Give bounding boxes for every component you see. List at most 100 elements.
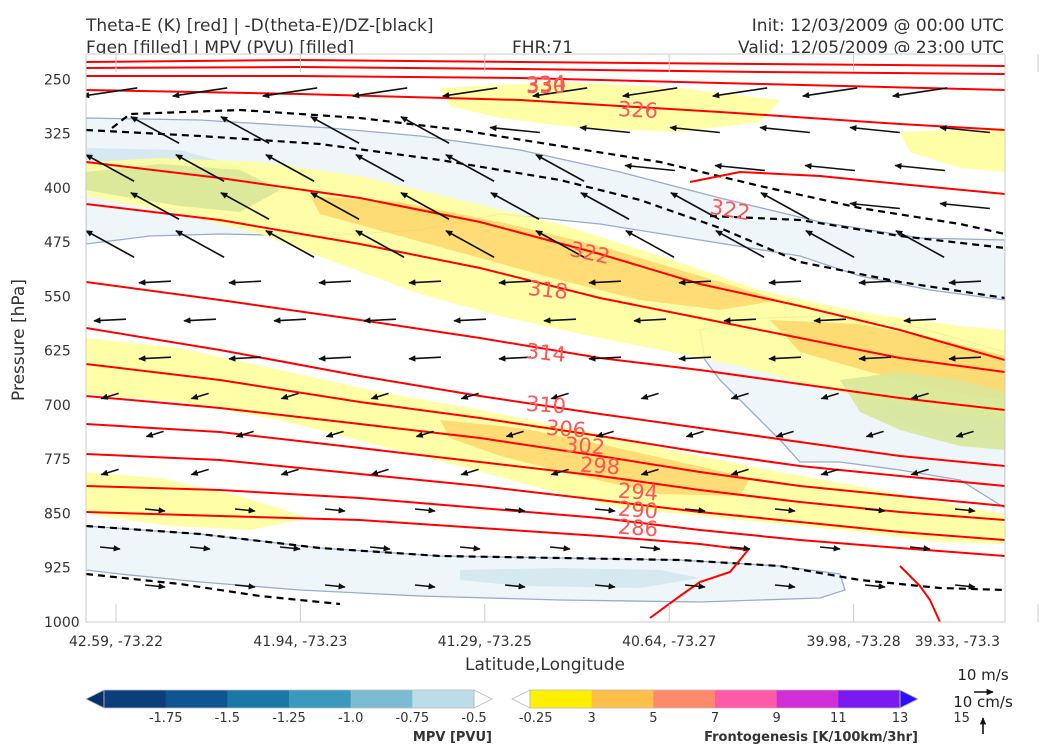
wind-vector	[625, 230, 675, 258]
wind-vector	[813, 317, 847, 324]
fgen-colorbar-tick: 3	[588, 711, 596, 726]
fgen-colorbar-tick: 13	[892, 711, 909, 726]
x-tick-label: 41.29, -73.25	[438, 634, 532, 650]
fgen-yellow-lower-left	[86, 472, 310, 530]
wind-vector	[579, 124, 630, 134]
wind-vector	[909, 545, 931, 552]
wind-vector	[535, 230, 585, 258]
contour-label: 310	[525, 392, 567, 419]
wind-vector	[415, 430, 434, 438]
wind-vector	[820, 392, 839, 400]
wind-vector	[954, 507, 976, 514]
wind-vector	[400, 192, 450, 220]
fgen-yellow-upper-band	[86, 158, 1005, 420]
wind-vector	[549, 545, 571, 552]
mpv-colorbar-segment	[165, 690, 228, 708]
dthetae-dz-contours	[86, 108, 1005, 606]
wind-vector	[640, 468, 659, 476]
wind-vector	[235, 430, 254, 438]
wind-vector	[144, 583, 166, 590]
wind-vector	[858, 355, 892, 362]
y-tick-label: 700	[44, 398, 71, 414]
mpv-colorbar-tick: -1.5	[215, 711, 240, 726]
wind-vector	[99, 545, 121, 552]
wind-vector	[685, 430, 704, 438]
wind-vector	[955, 430, 974, 438]
wind-vector	[86, 230, 135, 258]
mpv-colorbar-tick: -1.25	[272, 711, 306, 726]
mpv-colorbar-tick: -1.0	[338, 711, 363, 726]
wind-vector	[802, 87, 858, 99]
wind-vector	[280, 392, 299, 400]
x-axis-label: Latitude,Longitude	[465, 655, 625, 675]
fgen-yellow-right	[900, 128, 1005, 172]
wind-vector	[265, 154, 315, 182]
mpv-colorbar-segment	[227, 690, 290, 708]
fgen-colorbar-tick: 5	[649, 711, 657, 726]
fgen-colorbar: 3 5 7 9 11 13 15	[511, 689, 970, 726]
wind-vector	[310, 192, 360, 220]
wind-vector	[220, 116, 270, 144]
wind-vector	[864, 583, 886, 590]
wind-vector	[939, 124, 990, 134]
fgen-green-left	[86, 164, 280, 212]
wind-vector	[723, 317, 757, 324]
wind-vector	[400, 116, 450, 144]
y-tick-label: 1000	[44, 615, 80, 631]
wind-vector	[504, 507, 526, 514]
wind-vector	[100, 468, 119, 476]
wind-vector	[93, 317, 127, 324]
wind-vector	[678, 355, 712, 362]
fgen-colorbar-outline	[529, 689, 901, 709]
wind-vector	[262, 87, 318, 99]
forecast-hour: FHR:71	[512, 38, 573, 58]
fgen-fill	[86, 82, 1005, 544]
wind-vector	[670, 192, 720, 220]
mpv-colorbar-tick: -1.75	[149, 711, 183, 726]
wind-vector	[820, 468, 839, 476]
wind-vector	[504, 583, 526, 590]
contour-label: 302	[564, 433, 606, 460]
y-tick-label: 475	[44, 235, 71, 251]
wind-vector	[640, 392, 659, 400]
wind-vector	[729, 545, 751, 552]
plot-frame	[85, 53, 1006, 623]
dashed-contour-1	[111, 108, 1005, 236]
wind-vector	[460, 392, 479, 400]
wind-vector	[580, 192, 630, 220]
wind-vector	[408, 355, 442, 362]
wind-vector	[175, 154, 225, 182]
wind-vector	[325, 430, 344, 438]
wind-vector	[498, 279, 532, 286]
fgen-colorbar-tip-left	[511, 689, 531, 709]
x-tick-label: 42.59, -73.22	[69, 634, 163, 650]
thetae-contour-334	[86, 58, 1005, 67]
wind-vector	[550, 468, 569, 476]
wind-vector	[595, 430, 614, 438]
wind-vector	[355, 230, 405, 258]
wind-vector	[624, 162, 675, 172]
vector-key-horizontal: 10 m/s	[957, 666, 1009, 684]
wind-vector	[228, 279, 262, 286]
title-left-line2: Fgen [filled] | MPV (PVU) [filled]	[86, 38, 354, 58]
y-tick-label: 250	[44, 72, 71, 88]
fgen-colorbar-segment	[591, 690, 654, 708]
wind-vector	[849, 200, 900, 210]
wind-vector	[633, 317, 667, 324]
wind-vector	[865, 430, 884, 438]
mpv-colorbar-outline	[103, 689, 475, 709]
wind-vector	[234, 507, 256, 514]
wind-vector	[228, 355, 262, 362]
y-axis: 250 325 400 475 550 625 700 775 850 925 1000	[44, 72, 80, 631]
wind-vector	[759, 124, 810, 134]
wind-vector	[532, 87, 588, 99]
x-tick-label: 40.64, -73.27	[622, 634, 716, 650]
dashed-contour-4	[86, 524, 1005, 592]
wind-vector	[730, 392, 749, 400]
wind-vector	[903, 317, 937, 324]
wind-vector	[550, 392, 569, 400]
contour-label: 334	[526, 71, 567, 96]
contour-label: 306	[545, 416, 587, 443]
wind-vector	[622, 87, 678, 99]
mpv-colorbar-tip-right	[473, 689, 493, 709]
